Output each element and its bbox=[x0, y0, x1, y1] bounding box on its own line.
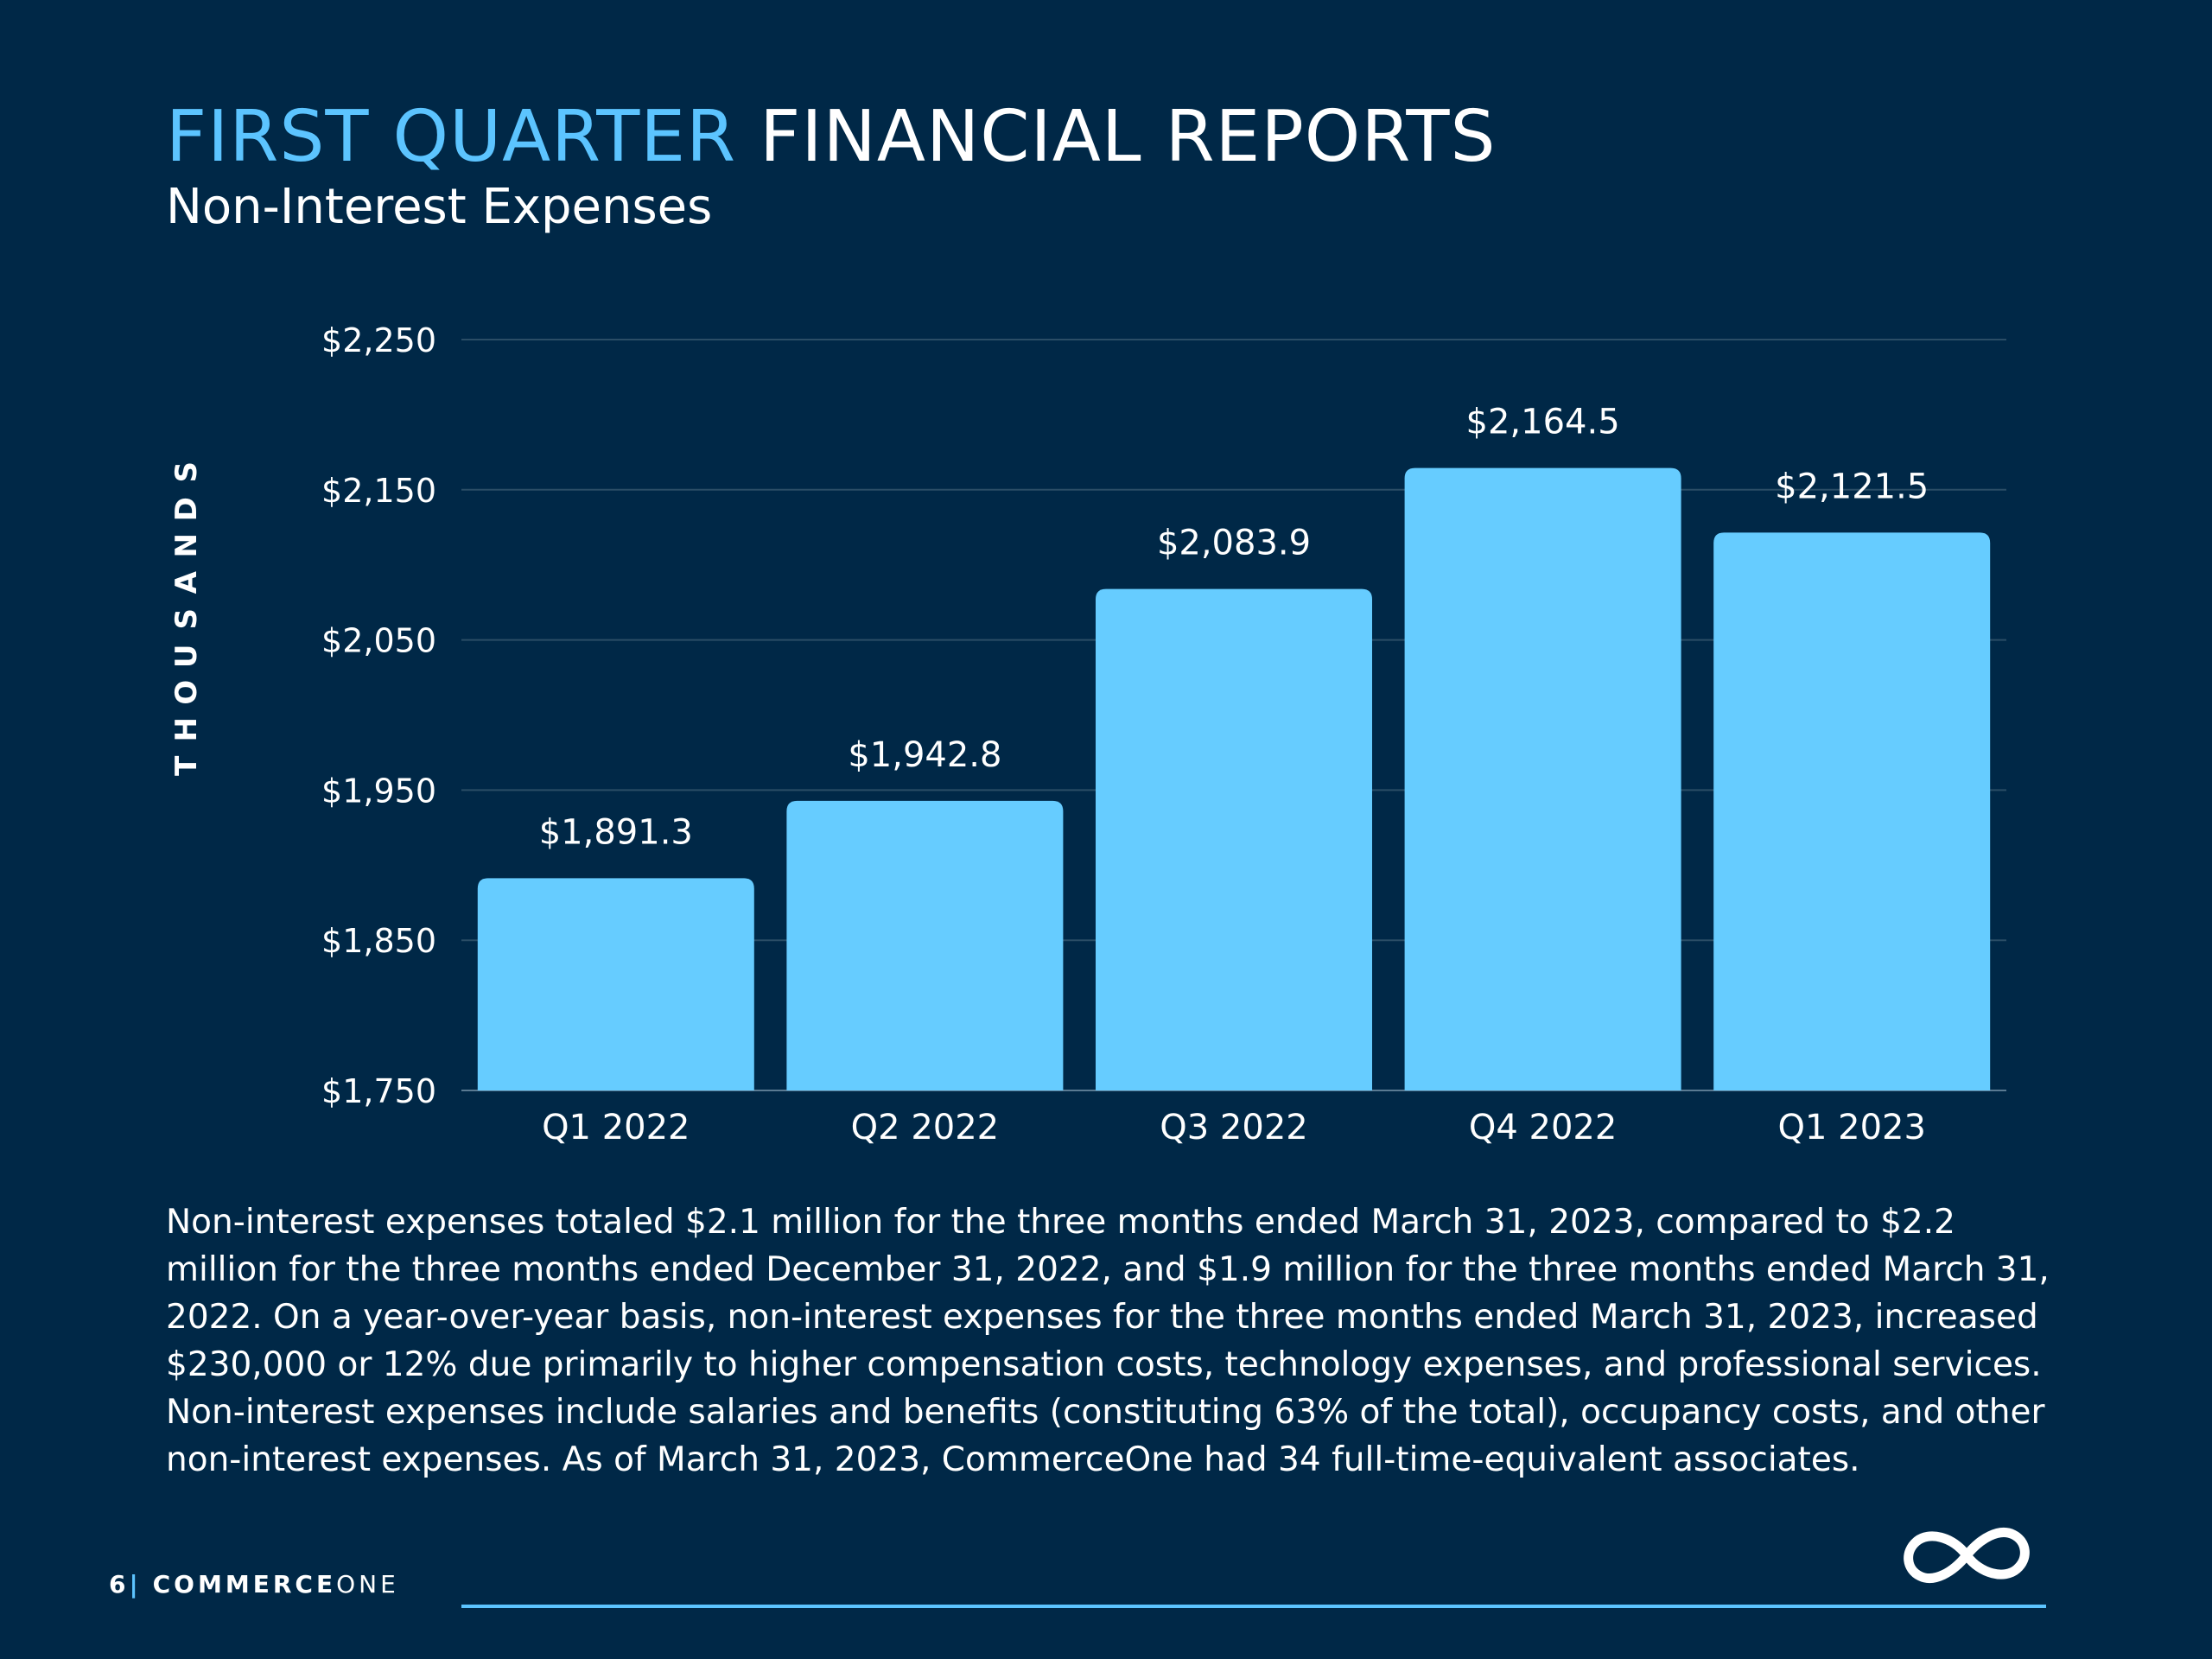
bar bbox=[1404, 467, 1681, 1090]
data-label: $2,121.5 bbox=[1775, 467, 1929, 506]
bar-chart: $1,750 $1,850 $1,950 $2,050 $2,150 $2,250 $1,8… bbox=[321, 321, 2006, 1147]
data-label: $1,942.8 bbox=[848, 735, 1001, 775]
footer: 6| COMMERCEONE bbox=[109, 1573, 399, 1597]
data-label: $1,891.3 bbox=[539, 812, 693, 852]
bar bbox=[477, 878, 754, 1090]
x-tick-label: Q3 2022 bbox=[1160, 1108, 1307, 1147]
data-label: $2,083.9 bbox=[1157, 524, 1311, 563]
y-tick-label: $2,150 bbox=[321, 472, 436, 510]
page-title-main: FINANCIAL REPORTS bbox=[760, 96, 1497, 178]
bar bbox=[1096, 588, 1372, 1090]
y-tick-label: $2,050 bbox=[321, 622, 436, 660]
page-number: 6 bbox=[109, 1570, 130, 1599]
y-tick-label: $1,850 bbox=[321, 922, 436, 960]
footer-divider bbox=[461, 1605, 2046, 1608]
x-tick-label: Q4 2022 bbox=[1469, 1108, 1617, 1147]
bar bbox=[786, 800, 1064, 1090]
page-subtitle: Non-Interest Expenses bbox=[166, 179, 713, 235]
x-tick-label: Q2 2022 bbox=[851, 1108, 999, 1147]
bar bbox=[1713, 532, 1991, 1090]
x-tick-label: Q1 2022 bbox=[542, 1108, 690, 1147]
y-tick-label: $2,250 bbox=[321, 321, 436, 359]
data-label: $2,164.5 bbox=[1466, 403, 1620, 442]
page-title-accent: FIRST QUARTER bbox=[166, 96, 737, 178]
footer-brand-bold: COMMERCE bbox=[152, 1570, 337, 1599]
infinity-icon bbox=[1904, 1528, 2030, 1583]
footer-brand-light: ONE bbox=[336, 1570, 399, 1599]
page-title: FIRST QUARTER FINANCIAL REPORTS bbox=[166, 102, 1497, 173]
description-paragraph: Non-interest expenses totaled $2.1 milli… bbox=[166, 1203, 2050, 1479]
x-tick-label: Q1 2023 bbox=[1777, 1108, 1925, 1147]
footer-separator: | bbox=[129, 1570, 142, 1599]
y-tick-label: $1,950 bbox=[321, 772, 436, 810]
y-tick-label: $1,750 bbox=[321, 1072, 436, 1110]
